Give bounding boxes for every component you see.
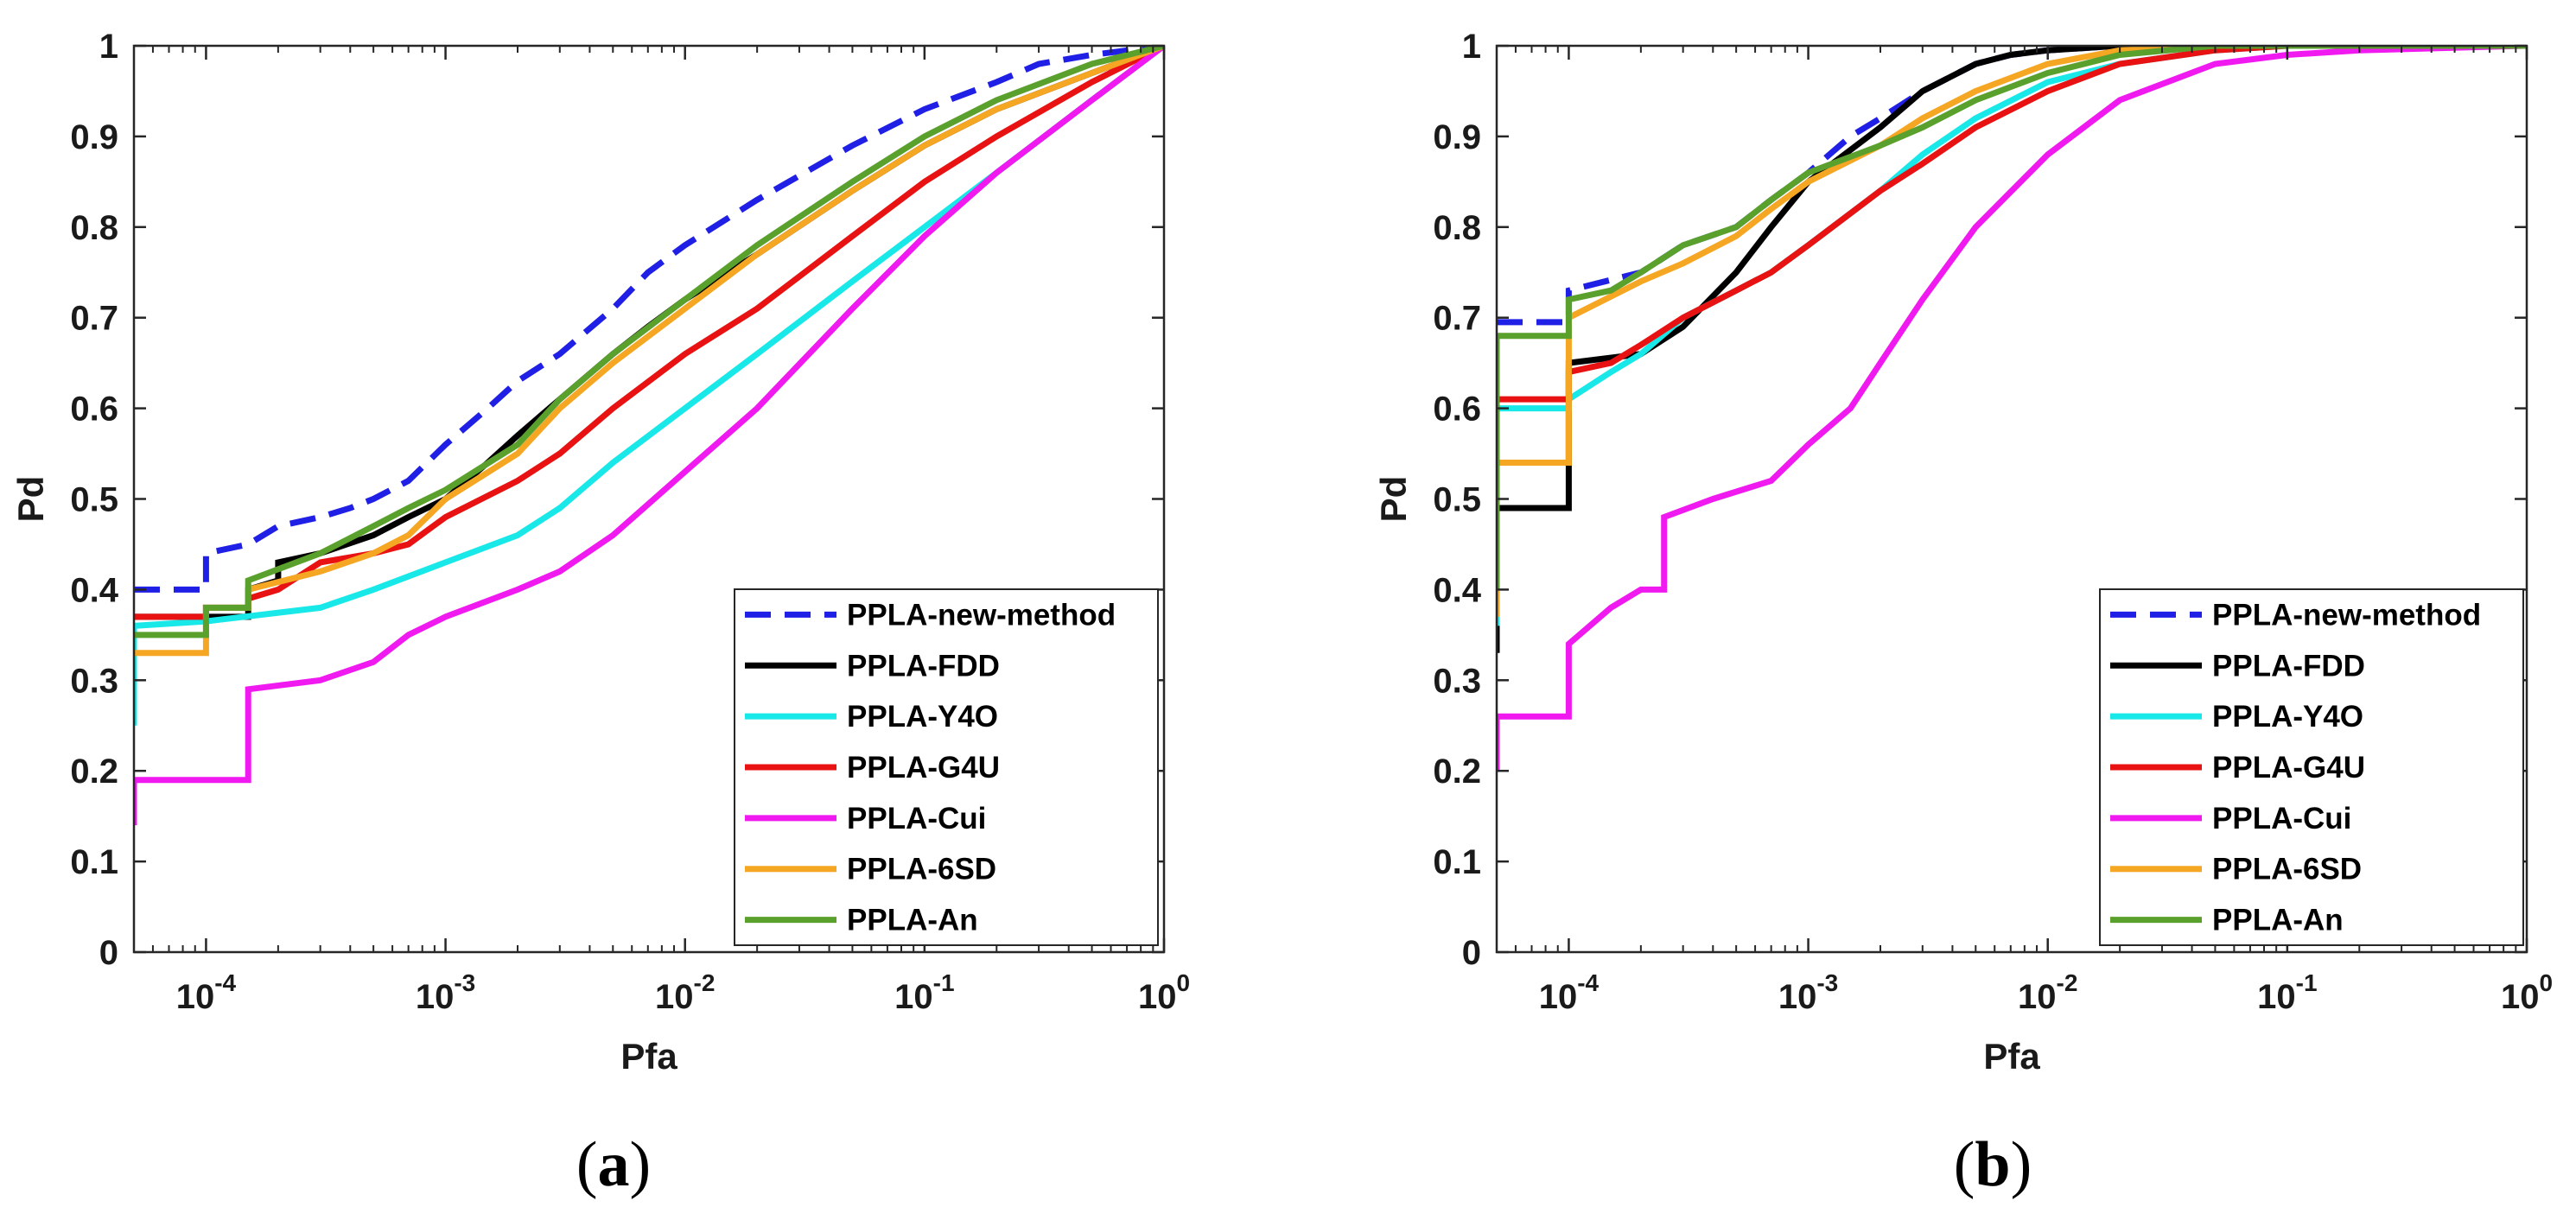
caption-close-paren: )	[2011, 1129, 2032, 1200]
x-tick-label-base: 10	[176, 978, 215, 1016]
legend-label-ppla-new-method: PPLA-new-method	[2212, 598, 2481, 632]
y-tick-label: 0.7	[70, 300, 118, 338]
x-tick-label-exponent: -3	[1816, 969, 1838, 996]
legend-label-ppla-new-method: PPLA-new-method	[847, 598, 1116, 632]
x-tick-label-base: 10	[2257, 978, 2296, 1016]
y-tick-label: 0.3	[1433, 662, 1481, 700]
y-tick-label: 0.9	[1433, 118, 1481, 156]
x-tick-label-base: 10	[1138, 978, 1177, 1016]
x-tick-label-base: 10	[2501, 978, 2540, 1016]
x-tick-label: 10-4	[176, 969, 237, 1016]
y-tick-label: 0.3	[70, 662, 118, 700]
x-tick-label-base: 10	[416, 978, 455, 1016]
x-tick-label-exponent: -1	[2296, 969, 2318, 996]
x-tick-label-exponent: -3	[454, 969, 475, 996]
series-line-ppla-new-method	[134, 46, 1164, 593]
x-tick-label: 10-1	[894, 969, 954, 1016]
caption-letter: b	[1975, 1129, 2010, 1200]
y-axis-label: Pd	[1373, 476, 1414, 523]
series-line-ppla-cui	[134, 46, 1164, 826]
panel-caption: (b)	[1954, 1129, 2032, 1200]
series-line-ppla-cui	[1497, 46, 2527, 772]
legend-label-ppla-6sd: PPLA-6SD	[2212, 853, 2362, 886]
legend: PPLA-new-method PPLA-FDD PPLA-Y4O PPLA-G4U P…	[734, 588, 1159, 946]
y-tick-label: 0.1	[1433, 843, 1481, 881]
x-tick-label: 100	[2501, 969, 2553, 1016]
x-tick-label-exponent: -2	[2057, 969, 2078, 996]
y-tick-label: 0.6	[1433, 391, 1481, 429]
series-line-ppla-new-method	[1497, 46, 2527, 326]
caption-open-paren: (	[1954, 1129, 1975, 1200]
y-tick-label: 1	[99, 28, 118, 66]
x-tick-label-base: 10	[894, 978, 933, 1016]
x-tick-label-exponent: 0	[1176, 969, 1190, 996]
x-tick-label-exponent: -2	[694, 969, 716, 996]
y-axis-label: Pd	[10, 476, 51, 523]
legend-label-ppla-an: PPLA-An	[847, 904, 978, 937]
x-tick-label-base: 10	[2018, 978, 2057, 1016]
y-tick-label: 0	[1462, 934, 1481, 972]
y-tick-label: 0	[99, 934, 118, 972]
legend-label-ppla-an: PPLA-An	[2212, 904, 2344, 937]
legend-label-ppla-fdd: PPLA-FDD	[2212, 649, 2365, 683]
x-tick-label: 10-3	[416, 969, 475, 1016]
x-tick-label: 100	[1138, 969, 1190, 1016]
x-tick-label: 10-1	[2257, 969, 2317, 1016]
x-axis-label: Pfa	[1983, 1036, 2040, 1077]
legend-label-ppla-y4o: PPLA-Y4O	[2212, 700, 2363, 734]
legend-label-ppla-fdd: PPLA-FDD	[847, 649, 1000, 683]
x-tick-label-exponent: -4	[1577, 969, 1599, 996]
y-tick-label: 0.2	[70, 753, 118, 791]
series-line-ppla-y4o	[134, 46, 1164, 726]
x-tick-label-exponent: 0	[2539, 969, 2553, 996]
x-tick-label-exponent: -1	[933, 969, 955, 996]
y-tick-label: 1	[1462, 28, 1481, 66]
y-tick-label: 0.4	[1433, 571, 1481, 609]
y-tick-label: 0.7	[1433, 300, 1481, 338]
x-tick-label: 10-4	[1539, 969, 1600, 1016]
legend: PPLA-new-method PPLA-FDD PPLA-Y4O PPLA-G4U P…	[2099, 588, 2524, 946]
caption-open-paren: (	[576, 1129, 598, 1200]
legend-label-ppla-g4u: PPLA-G4U	[847, 751, 1000, 785]
x-axis-label: Pfa	[620, 1036, 677, 1077]
series-line-ppla-an	[1497, 46, 2527, 590]
series-line-ppla-an	[134, 46, 1164, 638]
x-tick-label: 10-2	[655, 969, 715, 1016]
caption-close-paren: )	[630, 1129, 652, 1200]
x-tick-label-exponent: -4	[214, 969, 236, 996]
x-tick-label-base: 10	[1539, 978, 1578, 1016]
y-tick-label: 0.5	[1433, 481, 1481, 519]
y-tick-label: 0.4	[70, 571, 118, 609]
y-tick-label: 0.5	[70, 481, 118, 519]
y-tick-label: 0.9	[70, 118, 118, 156]
legend-label-ppla-6sd: PPLA-6SD	[847, 853, 996, 886]
legend-label-ppla-cui: PPLA-Cui	[847, 802, 986, 835]
y-tick-label: 0.2	[1433, 753, 1481, 791]
x-tick-label: 10-3	[1778, 969, 1838, 1016]
series-line-ppla-6sd	[1497, 46, 2527, 617]
y-tick-label: 0.8	[70, 209, 118, 247]
panel-caption: (a)	[576, 1129, 651, 1200]
legend-label-ppla-g4u: PPLA-G4U	[2212, 751, 2365, 785]
y-tick-label: 0.8	[1433, 209, 1481, 247]
legend-label-ppla-y4o: PPLA-Y4O	[847, 700, 998, 734]
y-tick-label: 0.1	[70, 843, 118, 881]
legend-label-ppla-cui: PPLA-Cui	[2212, 802, 2351, 835]
x-tick-label-base: 10	[1778, 978, 1817, 1016]
x-tick-label-base: 10	[655, 978, 694, 1016]
x-tick-label: 10-2	[2018, 969, 2077, 1016]
caption-letter: a	[598, 1129, 630, 1200]
y-tick-label: 0.6	[70, 391, 118, 429]
